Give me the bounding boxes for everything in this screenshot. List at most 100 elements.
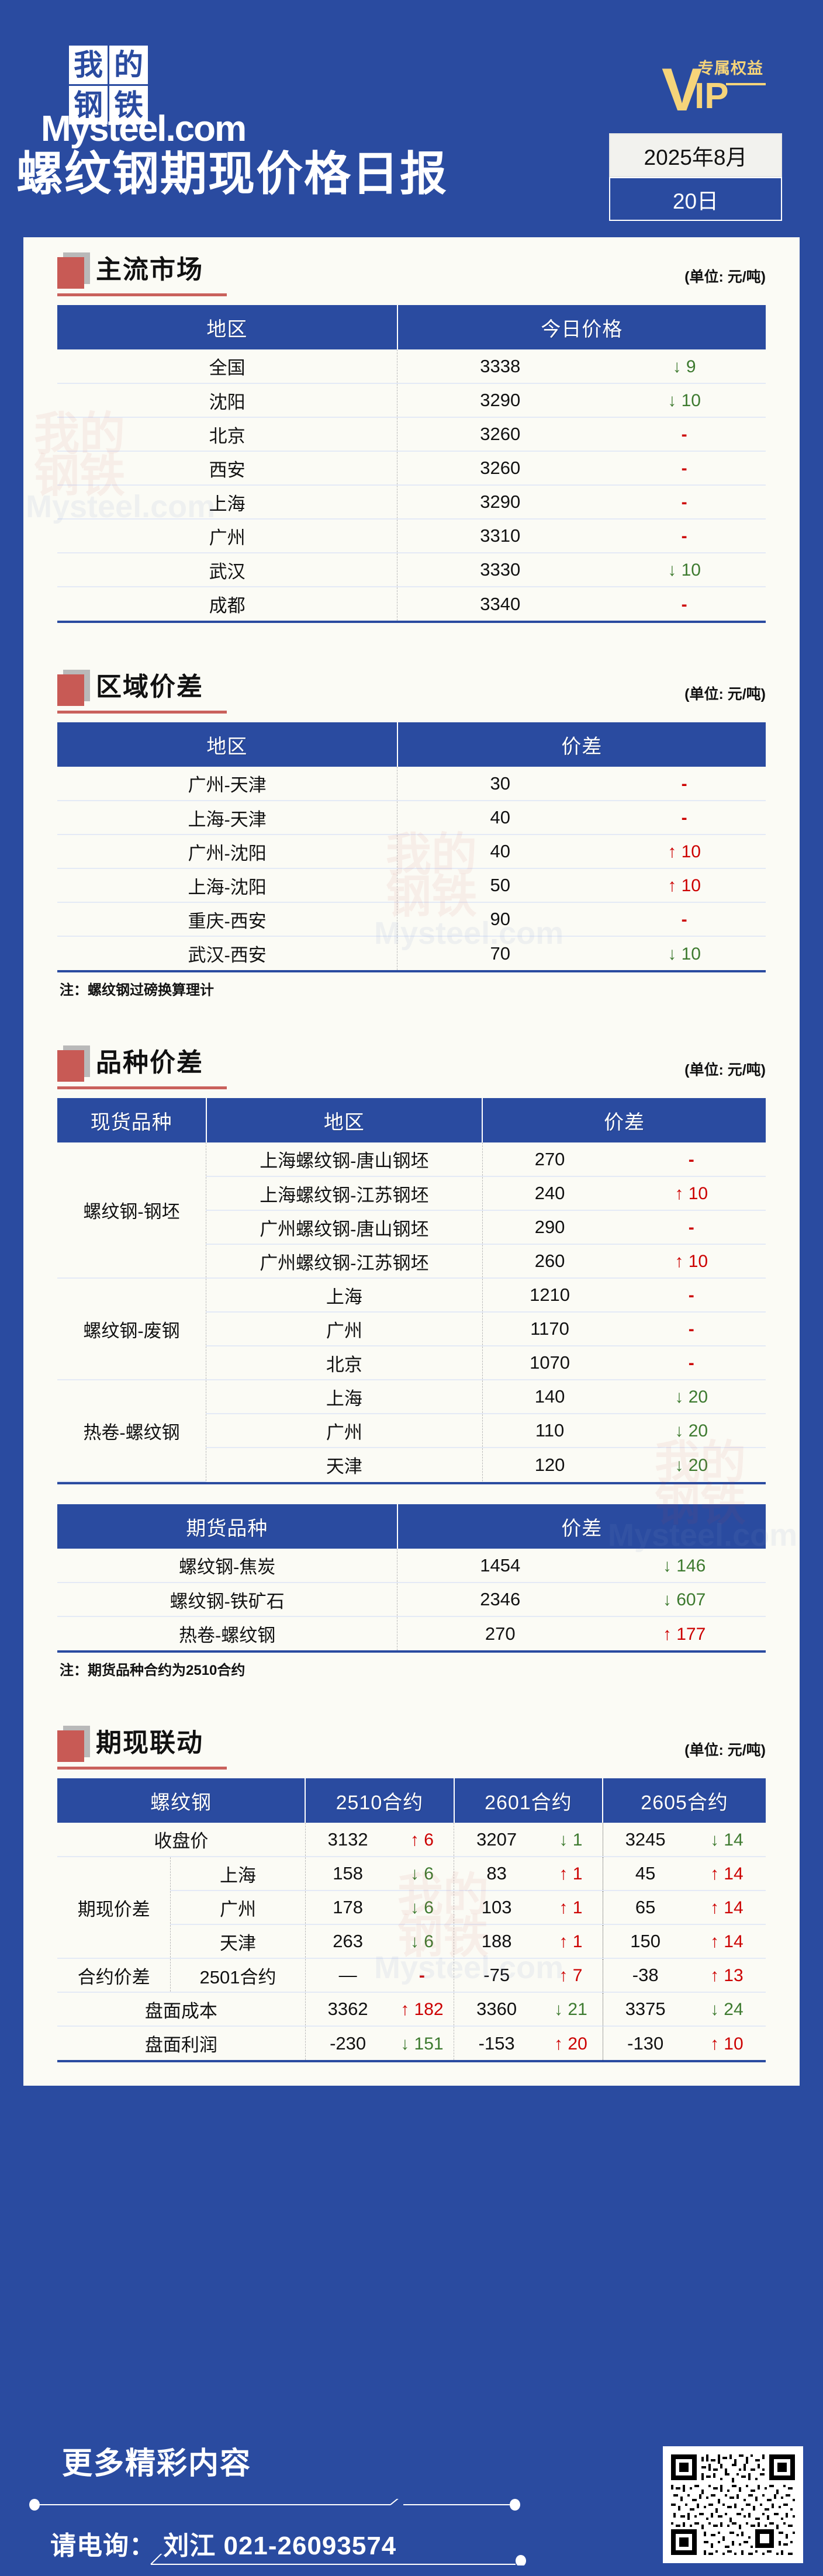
cell-value: -230 <box>305 2026 390 2060</box>
cell-sub-label: 广州 <box>170 1891 306 1925</box>
cell-price: 3338 <box>397 349 603 384</box>
change-indicator: ↓ 146 <box>662 1556 706 1576</box>
cell-sub-label: 2501合约 <box>170 1958 306 1993</box>
cell-region: 武汉 <box>57 553 397 587</box>
cell-row-label: 合约价差 <box>57 1958 171 1993</box>
decorative-line-top <box>29 2499 520 2511</box>
cell-spread: 110 <box>482 1414 617 1448</box>
cell-price: 3330 <box>397 553 603 587</box>
cell-spread: 270 <box>397 1616 603 1650</box>
table-row: 西安 3260 - <box>57 451 766 486</box>
cell-futures-variety: 螺纹钢-铁矿石 <box>57 1583 397 1617</box>
cell-change: - <box>617 1142 766 1177</box>
cell-value: 188 <box>454 1924 540 1959</box>
change-indicator: - <box>419 1966 425 1985</box>
more-content-title: 更多精彩内容 <box>62 2447 252 2481</box>
cell-region: 沈阳 <box>57 383 397 418</box>
cell-region: 天津 <box>326 1456 362 1477</box>
cell-variety-group: 螺纹钢-钢坯 <box>57 1142 207 1279</box>
cell-change: ↑ 10 <box>617 1244 766 1279</box>
cell-region-pair: 重庆-西安 <box>57 902 397 937</box>
cell-change: ↓ 14 <box>687 1823 766 1857</box>
linkage-table: 螺纹钢 2510合约 2601合约 2605合约 收盘价 3132 ↑ 6 3207 ↓… <box>57 1778 766 2060</box>
change-indicator: ↑ 10 <box>675 1252 708 1271</box>
qr-code[interactable] <box>663 2446 803 2563</box>
cell-change: ↑ 1 <box>539 1924 603 1959</box>
cell-region: 西安 <box>57 451 397 486</box>
change-indicator: ↑ 1 <box>559 1864 583 1883</box>
cell-spread: 1210 <box>482 1278 617 1313</box>
cell-change: ↓ 1 <box>539 1823 603 1857</box>
change-indicator: ↓ 9 <box>672 356 696 376</box>
cell-change: ↑ 14 <box>687 1857 766 1891</box>
cell-value: -38 <box>602 1958 688 1993</box>
cell-region-pair: 广州-沈阳 <box>57 835 397 869</box>
cell-spread: 70 <box>397 936 603 970</box>
cell-price: 3340 <box>397 587 603 621</box>
change-indicator: ↑ 14 <box>710 1932 744 1951</box>
cell-change: ↑ 10 <box>688 2026 766 2060</box>
change-indicator: - <box>688 1353 694 1373</box>
cell-spread: 140 <box>482 1380 617 1414</box>
unit-label: (单位: 元/吨) <box>684 1062 766 1078</box>
cell-value: 65 <box>602 1891 688 1925</box>
date-day: 20日 <box>609 177 782 221</box>
cell-change: ↑ 10 <box>603 868 766 903</box>
regional-note: 注：螺纹钢过磅换算理计 <box>60 982 214 998</box>
cell-price: 3260 <box>397 417 603 452</box>
cell-change: - <box>603 451 766 486</box>
change-indicator: ↑ 6 <box>410 1830 434 1850</box>
cell-futures-variety: 螺纹钢-焦炭 <box>57 1549 397 1583</box>
cell-region-pair: 武汉-西安 <box>188 945 267 965</box>
change-indicator: - <box>681 774 687 794</box>
cell-change: ↑ 1 <box>539 1857 603 1891</box>
change-indicator: ↓ 10 <box>668 560 701 580</box>
vip-badge: V IP 专属权益 <box>662 57 767 120</box>
table-row: 天津 120 ↓ 20 <box>57 1448 766 1481</box>
table-row: 螺纹钢-铁矿石 2346 ↓ 607 <box>57 1583 766 1617</box>
change-indicator: - <box>681 527 687 546</box>
cell-region-pair: 上海-天津 <box>57 801 397 835</box>
change-indicator: ↓ 20 <box>675 1455 708 1475</box>
table-row: 北京 3260 - <box>57 417 766 452</box>
cell-region: 上海螺纹钢-唐山钢坯 <box>206 1142 483 1177</box>
change-indicator: ↓ 6 <box>410 1932 434 1951</box>
cell-spread: 1454 <box>397 1549 603 1583</box>
cell-value: -75 <box>454 1958 540 1993</box>
table-row: 广州-沈阳 40 ↑ 10 <box>57 835 766 869</box>
col-rebar: 螺纹钢 <box>57 1778 306 1823</box>
cell-spread: 1170 <box>482 1312 617 1346</box>
futures-note: 注：期货品种合约为2510合约 <box>60 1663 245 1678</box>
change-indicator: - <box>681 493 687 512</box>
cell-change: ↓ 6 <box>390 1857 454 1891</box>
change-indicator: ↑ 7 <box>559 1966 583 1985</box>
cell-change: ↓ 24 <box>687 1992 766 2027</box>
logo-char-3: 钢 <box>69 86 108 124</box>
table-row: 盘面利润 -230 ↓ 151 -153 ↑ 20 -130 ↑ 10 <box>57 2026 766 2060</box>
cell-value: -130 <box>602 2026 688 2060</box>
table-header-row: 现货品种 地区 价差 <box>57 1098 766 1142</box>
cell-change: - <box>617 1278 766 1313</box>
table-row: 盘面成本 3362 ↑ 182 3360 ↓ 21 3375 ↓ 24 <box>57 1992 766 2027</box>
section-underline <box>57 711 227 714</box>
table-row: 广州螺纹钢-江苏钢坯 260 ↑ 10 <box>57 1244 766 1279</box>
change-indicator: ↑ 10 <box>668 842 701 861</box>
vip-rule <box>726 83 766 85</box>
vip-benefit-label: 专属权益 <box>698 60 763 77</box>
col-region: 地区 <box>57 305 397 349</box>
table-row: 成都 3340 - <box>57 587 766 621</box>
table-row: 北京 1070 - <box>57 1346 766 1380</box>
table-row: 全国 3338 ↓ 9 <box>57 349 766 384</box>
table-row: 上海 3290 - <box>57 485 766 520</box>
cell-spread: 2346 <box>397 1583 603 1617</box>
table-row: 重庆-西安 90 - <box>57 902 766 937</box>
cell-value: 83 <box>454 1857 540 1891</box>
cell-change: ↑ 182 <box>390 1992 454 2027</box>
cell-change: ↓ 10 <box>603 936 766 970</box>
change-indicator: ↓ 607 <box>662 1590 706 1609</box>
cell-price: 3290 <box>397 485 603 520</box>
cell-region: 广州 <box>57 519 397 553</box>
section-title: 区域价差 <box>96 673 203 701</box>
cell-change: ↓ 21 <box>539 1992 603 2027</box>
section-header-regional: 区域价差 (单位: 元/吨) <box>57 655 766 722</box>
